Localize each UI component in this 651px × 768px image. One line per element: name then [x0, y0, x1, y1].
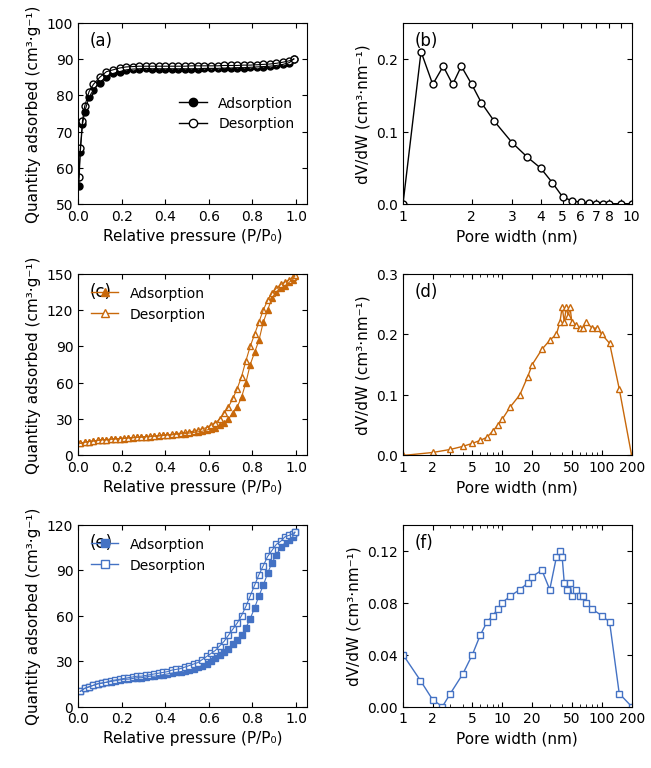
Legend: Adsorption, Desorption: Adsorption, Desorption — [85, 281, 211, 327]
Text: (a): (a) — [90, 32, 113, 50]
X-axis label: Pore width (nm): Pore width (nm) — [456, 229, 578, 244]
X-axis label: Relative pressure (P/P₀): Relative pressure (P/P₀) — [103, 229, 282, 244]
Legend: Adsorption, Desorption: Adsorption, Desorption — [85, 531, 211, 578]
Y-axis label: dV/dW (cm³·nm⁻¹): dV/dW (cm³·nm⁻¹) — [347, 546, 362, 685]
Text: (e): (e) — [90, 534, 113, 552]
Y-axis label: Quantity adsorbed (cm³·g⁻¹): Quantity adsorbed (cm³·g⁻¹) — [26, 507, 42, 724]
X-axis label: Pore width (nm): Pore width (nm) — [456, 480, 578, 495]
Text: (b): (b) — [414, 32, 437, 50]
Text: (f): (f) — [414, 534, 433, 552]
Legend: Adsorption, Desorption: Adsorption, Desorption — [174, 91, 300, 137]
Text: (d): (d) — [414, 283, 437, 301]
Y-axis label: dV/dW (cm³·nm⁻¹): dV/dW (cm³·nm⁻¹) — [355, 45, 370, 184]
X-axis label: Pore width (nm): Pore width (nm) — [456, 731, 578, 746]
Y-axis label: dV/dW (cm³·nm⁻¹): dV/dW (cm³·nm⁻¹) — [355, 295, 370, 435]
Y-axis label: Quantity adsorbed (cm³·g⁻¹): Quantity adsorbed (cm³·g⁻¹) — [26, 5, 42, 223]
Y-axis label: Quantity adsorbed (cm³·g⁻¹): Quantity adsorbed (cm³·g⁻¹) — [26, 257, 42, 473]
X-axis label: Relative pressure (P/P₀): Relative pressure (P/P₀) — [103, 480, 282, 495]
X-axis label: Relative pressure (P/P₀): Relative pressure (P/P₀) — [103, 731, 282, 746]
Text: (c): (c) — [90, 283, 111, 301]
